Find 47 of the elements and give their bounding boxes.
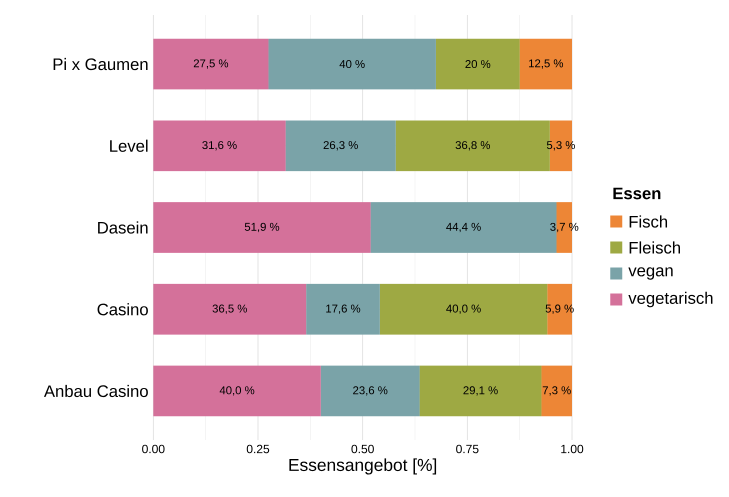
data-label: 27,5 % bbox=[194, 59, 228, 69]
bar bbox=[153, 120, 286, 172]
bar bbox=[268, 38, 436, 90]
y-tick-label: Dasein bbox=[98, 221, 148, 234]
x-tick-label: 0.00 bbox=[142, 444, 165, 454]
data-label: 26,3 % bbox=[324, 141, 358, 150]
data-label: 40 % bbox=[340, 60, 365, 68]
x-axis-title: Essensangebot [%] bbox=[289, 458, 436, 475]
bar bbox=[320, 366, 420, 416]
y-tick-label: Level bbox=[110, 140, 148, 152]
y-tick-label: Casino bbox=[98, 303, 148, 316]
bar bbox=[541, 366, 572, 416]
bar bbox=[547, 284, 572, 335]
y-tick-label: Pi x Gaumen bbox=[54, 58, 148, 70]
bar bbox=[153, 366, 321, 416]
data-label: 20 % bbox=[465, 60, 490, 68]
y-tick-label: Anbau Casino bbox=[44, 384, 148, 398]
data-label: 31,6 % bbox=[202, 141, 237, 150]
bar bbox=[286, 120, 396, 172]
bar bbox=[306, 284, 380, 335]
data-label: 40,0 % bbox=[220, 386, 254, 396]
legend-label: vegan bbox=[628, 267, 673, 280]
bar bbox=[153, 202, 371, 253]
bar bbox=[153, 284, 306, 335]
bar bbox=[420, 366, 542, 416]
data-label: 40,0 % bbox=[446, 304, 481, 314]
data-label: 23,6 % bbox=[353, 386, 388, 396]
data-label: 17,6 % bbox=[326, 304, 360, 314]
data-label: 36,5 % bbox=[212, 304, 247, 314]
data-label: 36,8 % bbox=[456, 141, 490, 150]
bar bbox=[380, 284, 548, 335]
data-label: 51,9 % bbox=[244, 222, 280, 232]
legend-label: Fisch bbox=[630, 215, 668, 228]
data-label: 7,3 % bbox=[542, 386, 571, 396]
x-tick-label: 0.50 bbox=[351, 444, 374, 454]
bar bbox=[153, 38, 268, 90]
x-tick-label: 0.25 bbox=[246, 444, 270, 454]
x-tick-label: 0.75 bbox=[456, 444, 479, 454]
data-label: 12,5 % bbox=[529, 59, 564, 69]
legend-label: vegetarisch bbox=[628, 292, 712, 308]
data-label: 29,1 % bbox=[463, 386, 498, 396]
bar bbox=[520, 38, 572, 90]
legend-label: Fleisch bbox=[630, 241, 680, 254]
x-tick-label: 1.00 bbox=[561, 444, 584, 454]
legend-title: Essen bbox=[613, 188, 660, 200]
data-label: 44,4 % bbox=[446, 222, 481, 232]
bar bbox=[436, 38, 520, 90]
